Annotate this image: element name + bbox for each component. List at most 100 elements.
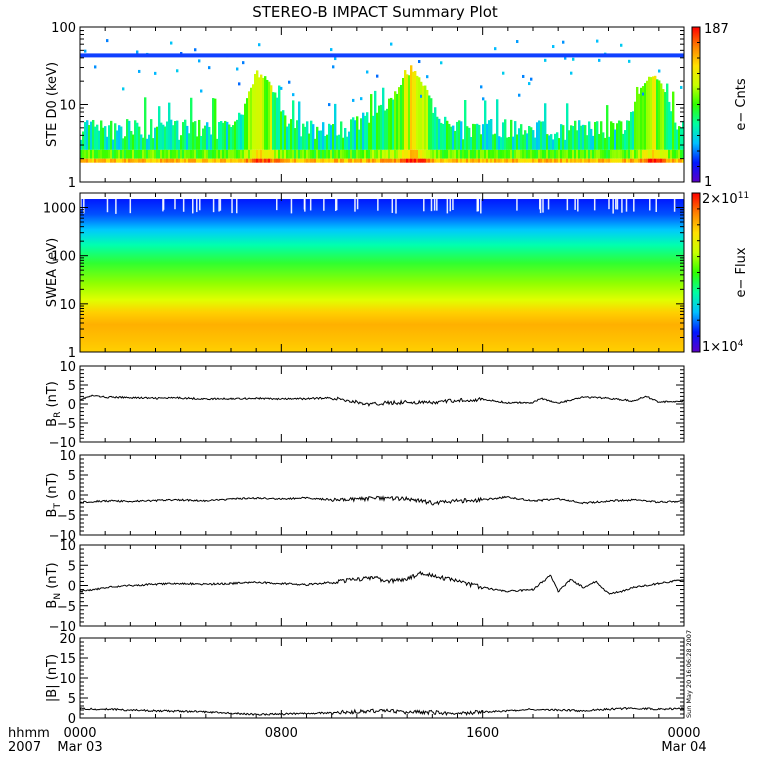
ste-column	[212, 98, 215, 150]
ste-column-base	[590, 158, 593, 163]
ste-column-low	[582, 149, 585, 159]
ste-column-base	[290, 158, 293, 163]
ste-column	[148, 134, 151, 150]
ste-column-base	[490, 158, 493, 163]
ste-column	[586, 135, 589, 150]
ste-column	[136, 122, 139, 150]
ste-column	[260, 74, 263, 150]
ste-column-low	[472, 149, 475, 159]
ste-column-low	[186, 149, 189, 159]
ste-column-base	[294, 158, 297, 163]
ste-column-base	[568, 158, 571, 163]
ste-column	[418, 77, 421, 150]
ste-column-base	[170, 158, 173, 163]
ste-speck	[494, 47, 497, 51]
ste-column-base	[412, 158, 415, 163]
ste-column-low	[672, 149, 675, 159]
ste-column	[344, 127, 347, 150]
ste-column-low	[476, 149, 479, 159]
ste-column-low	[416, 149, 419, 159]
ste-column	[372, 115, 375, 150]
y-tick-label: 10	[59, 298, 76, 313]
y-tick-label: 10	[59, 449, 76, 464]
ste-column-low	[288, 149, 291, 159]
ste-speck	[176, 69, 179, 73]
ste-column-base	[138, 158, 141, 163]
ste-column-base	[316, 158, 319, 163]
ste-column	[466, 126, 469, 150]
ste-column	[408, 75, 411, 150]
y-tick-label: 0	[68, 712, 76, 727]
ste-column	[194, 121, 197, 150]
ste-column-low	[628, 149, 631, 159]
ste-column	[268, 81, 271, 150]
ste-column-base	[92, 158, 95, 163]
ste-column	[278, 85, 281, 150]
ste-column-base	[676, 158, 679, 163]
ste-column-low	[600, 149, 603, 159]
ste-column-low	[84, 149, 87, 159]
ste-column-base	[252, 158, 255, 163]
ste-column-base	[338, 158, 341, 163]
ste-column-low	[146, 149, 149, 159]
ste-column	[652, 76, 655, 150]
y-tick-label: −10	[49, 620, 76, 635]
ste-column-base	[640, 158, 643, 163]
ste-column-low	[508, 149, 511, 159]
ste-column-base	[504, 158, 507, 163]
ste-column-low	[604, 149, 607, 159]
ste-column-low	[166, 149, 169, 159]
ste-column-base	[116, 158, 119, 163]
ste-column-low	[82, 149, 85, 159]
ste-speck	[562, 40, 565, 44]
ste-column-base	[528, 158, 531, 163]
ste-column-base	[82, 158, 85, 163]
ste-speck	[426, 75, 429, 79]
ste-column-base	[468, 158, 471, 163]
ste-column-low	[224, 149, 227, 159]
ste-column-base	[374, 158, 377, 163]
ste-speck	[154, 71, 157, 75]
ste-column	[166, 121, 169, 150]
ste-column	[472, 123, 475, 150]
ste-column-low	[618, 149, 621, 159]
ste-column-base	[598, 158, 601, 163]
ste-column-low	[330, 149, 333, 159]
y-axis-title: |B| (nT)	[45, 654, 60, 702]
ste-column-low	[394, 149, 397, 159]
ste-column	[414, 71, 417, 150]
ste-column-base	[254, 158, 257, 163]
ste-column-low	[176, 149, 179, 159]
ste-column-low	[368, 149, 371, 159]
ste-column-base	[110, 158, 113, 163]
ste-column-low	[408, 149, 411, 159]
ste-column-low	[562, 149, 565, 159]
ste-column-base	[648, 158, 651, 163]
ste-column	[292, 100, 295, 150]
ste-column-low	[392, 149, 395, 159]
ste-column	[158, 106, 161, 150]
ste-column	[676, 129, 679, 150]
ste-column-low	[340, 149, 343, 159]
ste-speck	[528, 82, 531, 86]
ste-column-low	[512, 149, 515, 159]
ste-column	[588, 121, 591, 150]
ste-column-base	[236, 158, 239, 163]
ste-column-base	[656, 158, 659, 163]
ste-column-low	[314, 149, 317, 159]
ste-column-low	[296, 149, 299, 159]
ste-column-base	[286, 158, 289, 163]
ste-column-base	[272, 158, 275, 163]
ste-column-base	[626, 158, 629, 163]
ste-column-base	[178, 158, 181, 163]
ste-column-low	[554, 149, 557, 159]
ste-column-base	[226, 158, 229, 163]
ste-speck	[242, 61, 245, 65]
ste-column	[494, 133, 497, 150]
ste-speck	[376, 74, 379, 78]
ste-column-low	[282, 149, 285, 159]
ste-column-base	[478, 158, 481, 163]
swea-gap	[615, 199, 617, 210]
ste-column-base	[582, 158, 585, 163]
ste-column	[634, 101, 637, 150]
